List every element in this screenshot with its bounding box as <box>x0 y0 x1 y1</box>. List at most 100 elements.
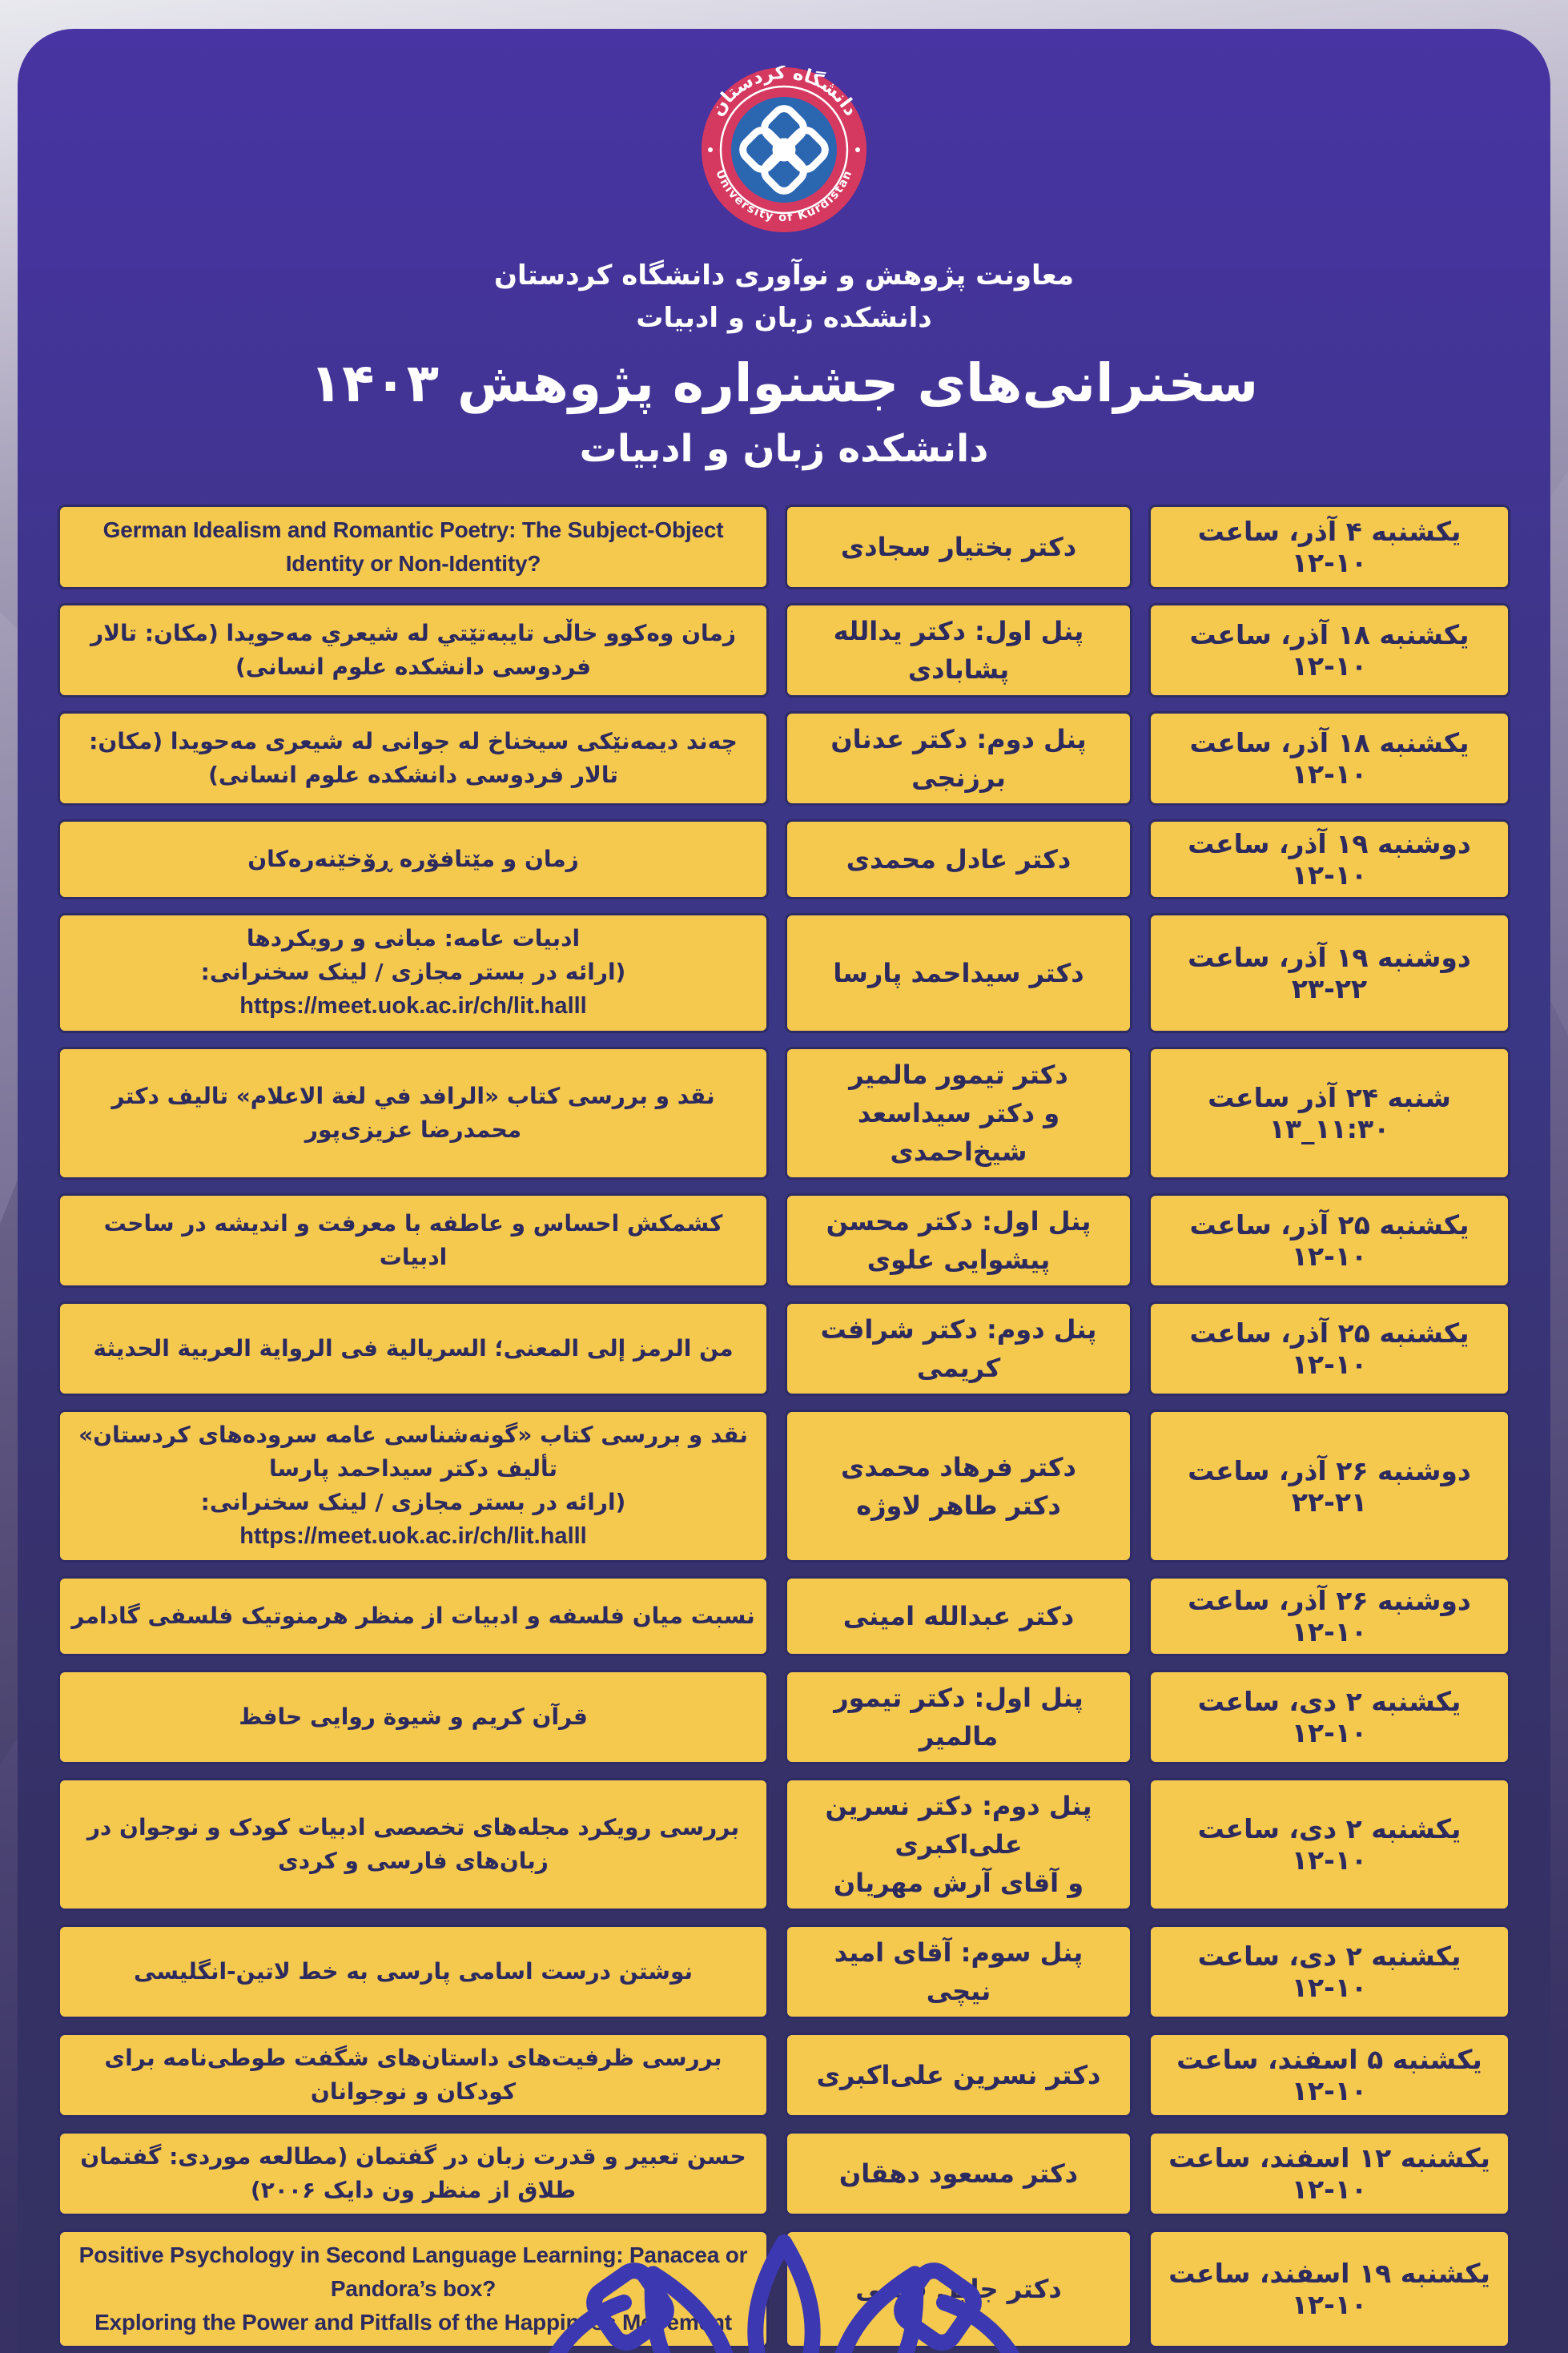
schedule-row: یکشنبه ۵ اسفند، ساعت ۱۰-۱۲ دکتر نسرین عل… <box>58 2033 1510 2118</box>
org-line-1: معاونت پژوهش و نوآوری دانشگاه کردستان <box>493 259 1075 292</box>
topic-line: (ارائه در بستر مجازی / لینک سخنرانی: <box>200 959 626 986</box>
speaker-box: پنل اول: دکتر تیمور مالمیر <box>785 1670 1132 1765</box>
speaker-box: دکتر فرهاد محمدی دکتر طاهر لاوژه <box>785 1409 1132 1563</box>
topic-line: نسبت میان فلسفه و ادبیات از منظر هرمنوتی… <box>71 1603 755 1630</box>
poster-card: دانشگاه کردستان University of Kurdistan … <box>18 29 1550 2353</box>
schedule-row: یکشنبه ۲۵ آذر، ساعت ۱۰-۱۲ پنل اول: دکتر … <box>58 1193 1510 1288</box>
speaker-box: دکتر عبدالله امینی <box>785 1576 1132 1657</box>
topic-line: چه‌ند دیمه‌نێکی سیخناخ له جوانی له شیعری… <box>89 728 738 789</box>
topic-line: نقد و بررسی کتاب «الرافد في لغة الاعلام»… <box>111 1082 715 1143</box>
speaker-name: و دکتر سیداسعد شیخ‌احمدی <box>857 1097 1060 1167</box>
schedule-row: یکشنبه ۲ دی، ساعت ۱۰-۱۲ پنل دوم: دکتر نس… <box>58 1778 1510 1912</box>
speaker-box: پنل دوم: دکتر عدنان برزنجی <box>785 711 1132 806</box>
schedule-row: یکشنبه ۲ دی، ساعت ۱۰-۱۲ پنل سوم: آقای ام… <box>58 1925 1510 2020</box>
speaker-name: دکتر سیداحمد پارسا <box>833 958 1084 989</box>
date-box: یکشنبه ۱۹ اسفند، ساعت ۱۰-۱۲ <box>1148 2230 1510 2349</box>
date-box: یکشنبه ۴ آذر، ساعت ۱۰-۱۲ <box>1148 505 1510 590</box>
speaker-name: دکتر فرهاد محمدی <box>841 1451 1076 1482</box>
speaker-name: پنل اول: دکتر تیمور مالمیر <box>834 1683 1084 1752</box>
speaker-box: پنل اول: دکتر محسن پیشوایی علوی <box>785 1193 1132 1288</box>
university-logo-icon: دانشگاه کردستان University of Kurdistan <box>700 62 868 237</box>
topic-line: Exploring the Power and Pitfalls of the … <box>94 2310 732 2335</box>
topic-line: German Idealism and Romantic Poetry: The… <box>103 517 724 577</box>
topic-line: ادبیات عامه: مبانی و رویکردها <box>246 925 581 952</box>
date-box: یکشنبه ۲۵ آذر، ساعت ۱۰-۱۲ <box>1148 1301 1510 1396</box>
speaker-name: پنل اول: دکتر محسن پیشوایی علوی <box>826 1205 1092 1275</box>
schedule-table: یکشنبه ۴ آذر، ساعت ۱۰-۱۲ دکتر بختیار سجا… <box>58 505 1510 2349</box>
date-box: یکشنبه ۲ دی، ساعت ۱۰-۱۲ <box>1148 1778 1510 1912</box>
speaker-name: و آقای آرش مهریان <box>833 1868 1084 1899</box>
topic-box: German Idealism and Romantic Poetry: The… <box>58 505 769 590</box>
speaker-name: دکتر عبدالله امینی <box>842 1601 1075 1632</box>
schedule-row: دوشنبه ۲۶ آذر، ساعت ۱۰-۱۲ دکتر عبدالله ا… <box>58 1576 1510 1657</box>
topic-line: نقد و بررسی کتاب «گونه‌شناسی عامه سروده‌… <box>78 1421 748 1482</box>
date-box: دوشنبه ۲۶ آذر، ساعت ۲۱-۲۲ <box>1148 1409 1510 1563</box>
topic-box: نسبت میان فلسفه و ادبیات از منظر هرمنوتی… <box>58 1576 769 1657</box>
speaker-box: پنل دوم: دکتر شرافت کریمی <box>785 1301 1132 1396</box>
lecture-link[interactable]: https://meet.uok.ac.ir/ch/lit.halll <box>239 993 587 1020</box>
date-box: یکشنبه ۲۵ آذر، ساعت ۱۰-۱۲ <box>1148 1193 1510 1288</box>
date-box: یکشنبه ۱۲ اسفند، ساعت ۱۰-۱۲ <box>1148 2131 1510 2217</box>
date-box: شنبه ۲۴ آذر ساعت ۱۱:۳۰_۱۳ <box>1148 1046 1510 1180</box>
org-line-2: دانشکده زبان و ادبیات <box>636 301 932 334</box>
speaker-name: دکتر عادل محمدی <box>846 844 1071 875</box>
topic-box: چه‌ند دیمه‌نێکی سیخناخ له جوانی له شیعری… <box>58 711 769 806</box>
date-box: یکشنبه ۲ دی، ساعت ۱۰-۱۲ <box>1148 1925 1510 2020</box>
speaker-box: پنل سوم: آقای امید نیچی <box>785 1925 1132 2020</box>
schedule-row: دوشنبه ۱۹ آذر، ساعت ۲۲-۲۳ دکتر سیداحمد پ… <box>58 913 1510 1033</box>
schedule-row: یکشنبه ۴ آذر، ساعت ۱۰-۱۲ دکتر بختیار سجا… <box>58 505 1510 590</box>
topic-line: قرآن کریم و شیوة روایی حافظ <box>239 1703 588 1731</box>
knot-emblem-icon <box>739 105 829 195</box>
topic-line: زمان وه‌کوو خاڵی تایبه‌تێتي له شیعري مه‌… <box>90 620 736 681</box>
speaker-name: پنل دوم: دکتر شرافت کریمی <box>820 1313 1097 1383</box>
schedule-row: یکشنبه ۲ دی، ساعت ۱۰-۱۲ پنل اول: دکتر تی… <box>58 1670 1510 1765</box>
speaker-box: دکتر بختیار سجادی <box>785 505 1132 590</box>
speaker-box: پنل دوم: دکتر نسرین علی‌اکبری و آقای آرش … <box>785 1778 1132 1912</box>
topic-box: بررسی ظرفیت‌های داستان‌های شگفت طوطی‌نام… <box>58 2033 769 2118</box>
speaker-name: دکتر نسرین علی‌اکبری <box>816 2060 1101 2091</box>
topic-box: بررسی رویکرد مجله‌های تخصصی ادبیات کودک … <box>58 1778 769 1912</box>
schedule-row: یکشنبه ۱۸ آذر، ساعت ۱۰-۱۲ پنل دوم: دکتر … <box>58 711 1510 806</box>
schedule-row: یکشنبه ۱۲ اسفند، ساعت ۱۰-۱۲ دکتر مسعود د… <box>58 2131 1510 2217</box>
topic-line: زمان و مێتافۆره ڕۆخێنه‌ره‌کان <box>247 846 579 873</box>
topic-box: زمان و مێتافۆره ڕۆخێنه‌ره‌کان <box>58 819 769 900</box>
topic-line: Positive Psychology in Second Language L… <box>78 2242 748 2302</box>
schedule-row: یکشنبه ۱۸ آذر، ساعت ۱۰-۱۲ پنل اول: دکتر … <box>58 603 1510 698</box>
speaker-box: دکتر عادل محمدی <box>785 819 1132 900</box>
speaker-name: دکتر تیمور مالمیر <box>849 1059 1068 1090</box>
date-box: دوشنبه ۱۹ آذر، ساعت ۱۰-۱۲ <box>1148 819 1510 900</box>
schedule-row: یکشنبه ۲۵ آذر، ساعت ۱۰-۱۲ پنل دوم: دکتر … <box>58 1301 1510 1396</box>
topic-line: حسن تعبیر و قدرت زبان در گفتمان (مطالعه … <box>80 2143 746 2204</box>
topic-line: نوشتن درست اسامی پارسی به خط لاتین-انگلی… <box>133 1958 694 1985</box>
topic-line: بررسی ظرفیت‌های داستان‌های شگفت طوطی‌نام… <box>104 2045 722 2106</box>
speaker-name: پنل سوم: آقای امید نیچی <box>834 1937 1084 2007</box>
topic-box: نقد و بررسی کتاب «گونه‌شناسی عامه سروده‌… <box>58 1409 769 1563</box>
topic-box: من الرمز إلی المعنی؛ السریالیة فی الروای… <box>58 1301 769 1396</box>
speaker-name: پنل اول: دکتر یدالله پشابادی <box>833 616 1084 686</box>
speaker-name: دکتر مسعود دهقان <box>838 2158 1079 2190</box>
poster-subtitle: دانشکده زبان و ادبیات <box>579 427 989 472</box>
speaker-name: پنل دوم: دکتر عدنان برزنجی <box>830 724 1087 794</box>
speaker-name: پنل دوم: دکتر نسرین علی‌اکبری <box>825 1791 1092 1860</box>
topic-box: حسن تعبیر و قدرت زبان در گفتمان (مطالعه … <box>58 2131 769 2217</box>
topic-box: نقد و بررسی کتاب «الرافد في لغة الاعلام»… <box>58 1046 769 1180</box>
date-box: یکشنبه ۱۸ آذر، ساعت ۱۰-۱۲ <box>1148 711 1510 806</box>
topic-box: زمان وه‌کوو خاڵی تایبه‌تێتي له شیعري مه‌… <box>58 603 769 698</box>
speaker-box: دکتر تیمور مالمیر و دکتر سیداسعد شیخ‌احمد… <box>785 1046 1132 1180</box>
topic-box: قرآن کریم و شیوة روایی حافظ <box>58 1670 769 1765</box>
topic-line: کشمکش احساس و عاطفه با معرفت و اندیشه در… <box>103 1209 723 1270</box>
date-box: دوشنبه ۱۹ آذر، ساعت ۲۲-۲۳ <box>1148 913 1510 1033</box>
topic-box: نوشتن درست اسامی پارسی به خط لاتین-انگلی… <box>58 1925 769 2020</box>
lecture-link[interactable]: https://meet.uok.ac.ir/ch/lit.halll <box>239 1522 587 1549</box>
speaker-name: دکتر طاهر لاوژه <box>856 1490 1061 1521</box>
date-box: دوشنبه ۲۶ آذر، ساعت ۱۰-۱۲ <box>1148 1576 1510 1657</box>
topic-line: (ارائه در بستر مجازی / لینک سخنرانی: <box>200 1488 626 1515</box>
speaker-box: دکتر مسعود دهقان <box>785 2131 1132 2217</box>
speaker-box: دکتر نسرین علی‌اکبری <box>785 2033 1132 2118</box>
schedule-row: دوشنبه ۲۶ آذر، ساعت ۲۱-۲۲ دکتر فرهاد محم… <box>58 1409 1510 1563</box>
speaker-box: دکتر سیداحمد پارسا <box>785 913 1132 1033</box>
poster-title: سخنرانی‌های جشنواره پژوهش ۱۴۰۳ <box>309 352 1259 415</box>
schedule-row: شنبه ۲۴ آذر ساعت ۱۱:۳۰_۱۳ دکتر تیمور مال… <box>58 1046 1510 1180</box>
lotus-emblem-icon <box>548 2234 1020 2353</box>
